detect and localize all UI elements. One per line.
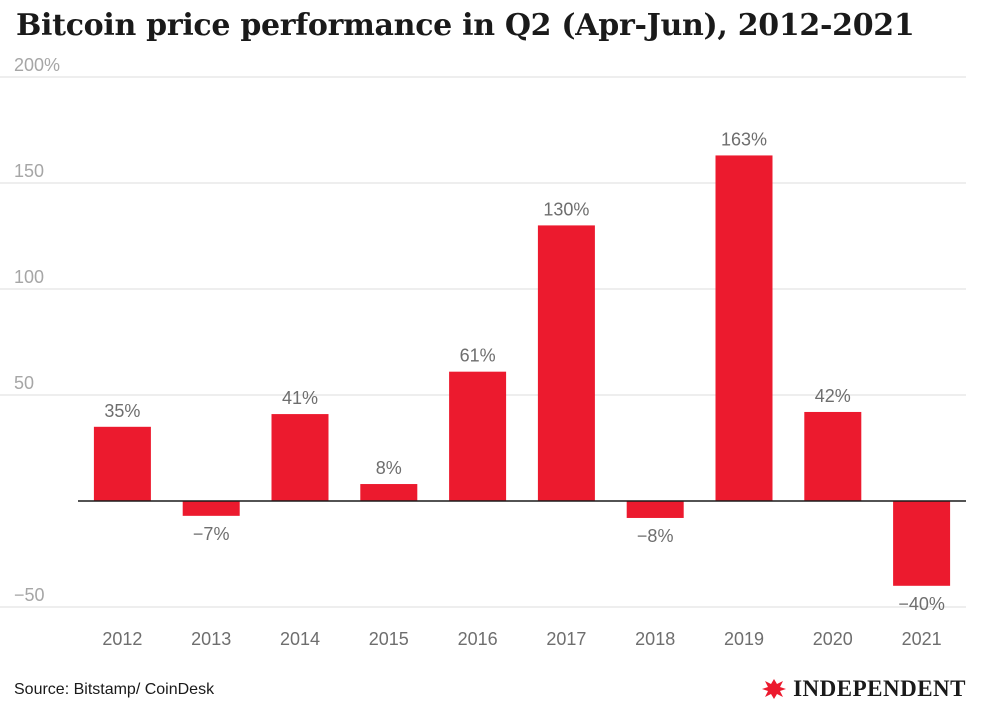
bar (537, 225, 595, 501)
bar (93, 426, 151, 501)
y-tick-label: 200% (14, 55, 60, 75)
data-label: 61% (460, 346, 496, 366)
x-axis-ticks: 2012 2013 2014 2015 2016 2017 2018 2019 2020 2021 (102, 629, 941, 649)
publisher-brand: INDEPENDENT (761, 676, 966, 702)
x-tick-label: 2017 (546, 629, 586, 649)
bar (715, 155, 773, 501)
y-tick-label: 150 (14, 161, 44, 181)
x-tick-label: 2021 (902, 629, 942, 649)
data-label: 35% (104, 401, 140, 421)
bar (804, 411, 862, 501)
x-tick-label: 2012 (102, 629, 142, 649)
bar (449, 371, 507, 501)
data-label: −7% (193, 524, 230, 544)
data-label: 41% (282, 388, 318, 408)
bar (182, 501, 240, 516)
data-label: 130% (543, 199, 589, 219)
source-note: Source: Bitstamp/ CoinDesk (14, 681, 215, 698)
y-axis-ticks: −50 50 100 150 200% (14, 55, 60, 605)
x-tick-label: 2019 (724, 629, 764, 649)
x-tick-label: 2016 (458, 629, 498, 649)
x-tick-label: 2013 (191, 629, 231, 649)
data-label: −40% (898, 594, 945, 614)
x-tick-label: 2018 (635, 629, 675, 649)
data-label: 8% (376, 458, 402, 478)
brand-name: INDEPENDENT (793, 676, 966, 701)
data-label: 42% (815, 386, 851, 406)
gridlines (0, 76, 966, 608)
chart-title: Bitcoin price performance in Q2 (Apr-Jun… (16, 8, 915, 43)
bar (360, 484, 418, 501)
eagle-icon (762, 679, 787, 699)
y-tick-label: 100 (14, 267, 44, 287)
x-tick-label: 2015 (369, 629, 409, 649)
bars (93, 155, 951, 586)
bar (626, 501, 684, 518)
data-label: 163% (721, 129, 767, 149)
bar (893, 501, 951, 586)
x-tick-label: 2014 (280, 629, 320, 649)
y-tick-label: −50 (14, 585, 45, 605)
data-labels: 35% −7% 41% 8% 61% 130% −8% 163% 42% −40% (104, 129, 944, 613)
bar-chart: −50 50 100 150 200% 35% −7% 41% 8% 61% 130% −8% 163… (0, 55, 966, 649)
x-tick-label: 2020 (813, 629, 853, 649)
bar (271, 414, 329, 501)
data-label: −8% (637, 526, 674, 546)
y-tick-label: 50 (14, 373, 34, 393)
